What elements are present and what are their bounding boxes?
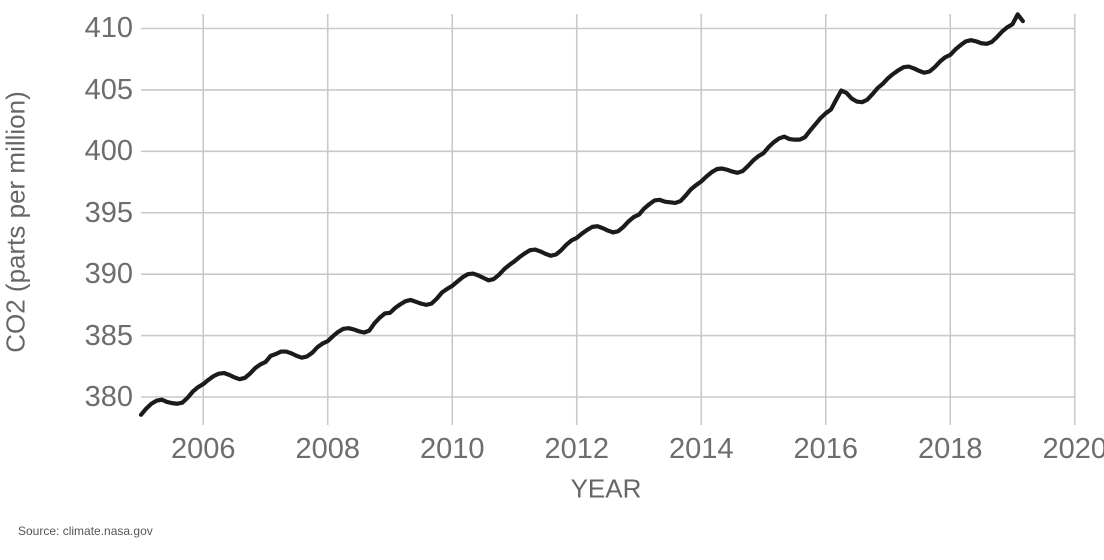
y-tick-label: 400 [84, 135, 133, 168]
x-tick-label: 2010 [419, 433, 485, 465]
x-tick-label: 2008 [295, 433, 360, 465]
x-axis-title: YEAR [570, 473, 642, 504]
y-tick-label: 410 [84, 12, 133, 45]
y-axis-title: CO2 (parts per million) [0, 91, 31, 353]
x-tick-label: 2018 [917, 433, 983, 465]
source-credit: Source: climate.nasa.gov [18, 524, 153, 538]
x-tick-label: 2016 [793, 433, 858, 465]
y-tick-label: 380 [84, 380, 133, 413]
y-tick-label: 385 [84, 319, 133, 352]
y-tick-label: 405 [84, 73, 133, 106]
co2-data-line [138, 12, 1025, 417]
y-tick-label: 390 [84, 258, 133, 291]
x-tick-label: 2014 [668, 433, 734, 465]
x-tick-label: 2020 [1042, 433, 1104, 465]
x-tick-label: 2012 [544, 433, 609, 465]
x-tick-label: 2006 [170, 433, 236, 465]
y-tick-label: 395 [84, 196, 133, 229]
